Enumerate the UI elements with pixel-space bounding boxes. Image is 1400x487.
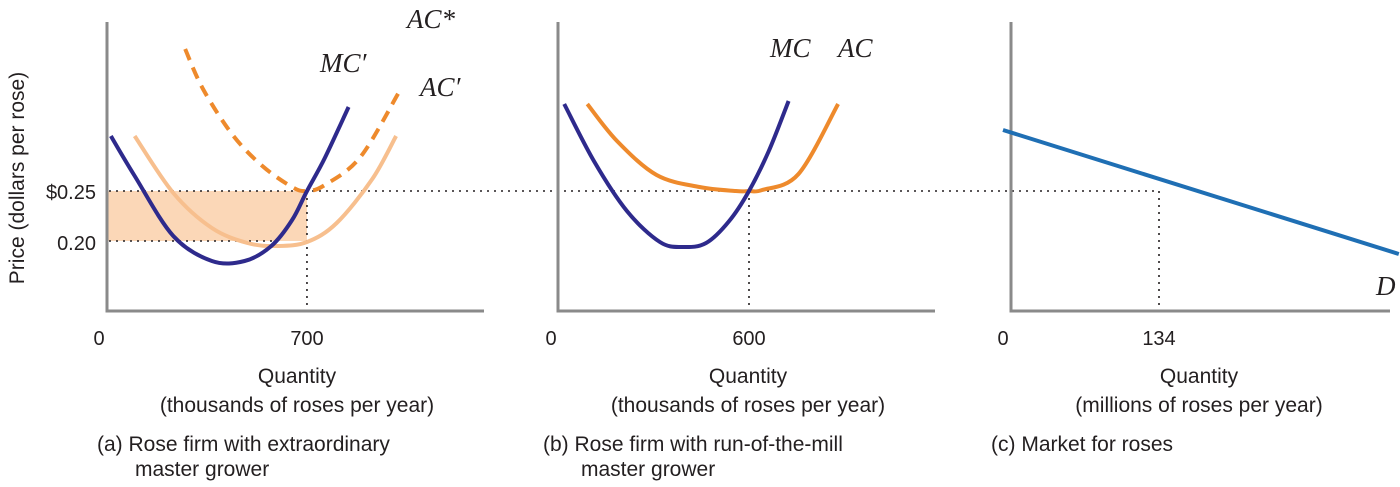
caption-a: (a) Rose firm with extraordinary master … <box>97 432 390 482</box>
caption-b: (b) Rose firm with run-of-the-mill maste… <box>543 432 843 482</box>
x-axis-subtitle-b: (thousands of roses per year) <box>611 394 885 417</box>
x-tick-label-b-600: 600 <box>732 328 765 350</box>
series-b-ac <box>585 102 840 194</box>
caption-a-line2: master grower <box>135 458 270 481</box>
curve-label-ac-star: AC* <box>405 4 456 34</box>
x-tick-label-c-0: 0 <box>997 328 1008 350</box>
x-axis-subtitle-a: (thousands of roses per year) <box>160 394 434 417</box>
x-tick-label-a-0: 0 <box>93 328 104 350</box>
caption-a-line1: (a) Rose firm with extraordinary <box>97 433 390 456</box>
x-axis-subtitle-c: (millions of roses per year) <box>1075 394 1322 417</box>
caption-b-line2: master grower <box>581 458 716 481</box>
curve-label-mc-prime: MC′ <box>319 48 368 78</box>
curve-label-ac-prime: AC′ <box>418 72 462 102</box>
x-tick-label-a-700: 700 <box>290 328 323 350</box>
caption-c-line1: (c) Market for roses <box>991 433 1174 456</box>
x-axis-title-b: Quantity <box>709 365 788 388</box>
series-a-mc-prime <box>109 106 351 266</box>
x-tick-label-c-134: 134 <box>1142 328 1175 350</box>
curves <box>109 48 1400 266</box>
caption-b-line1: (b) Rose firm with run-of-the-mill <box>543 433 843 456</box>
shaded-region <box>108 191 307 241</box>
y-tick-label-0-20: 0.20 <box>57 233 96 255</box>
axes <box>105 22 1390 313</box>
series-a-ac-prime <box>132 134 398 249</box>
curve-label-mc: MC <box>769 33 811 63</box>
y-tick-label-0-25: $0.25 <box>46 182 96 204</box>
series-b-mc <box>562 100 791 250</box>
x-axis-title-a: Quantity <box>258 365 337 388</box>
series-a-ac-star <box>183 48 401 194</box>
caption-c: (c) Market for roses <box>991 432 1173 457</box>
x-axis-title-c: Quantity <box>1160 365 1239 388</box>
series-c-d <box>1002 128 1400 256</box>
curve-label-d: D <box>1375 271 1396 301</box>
y-axis-title: Price (dollars per rose) <box>6 72 29 284</box>
x-tick-label-b-0: 0 <box>545 328 556 350</box>
curve-label-ac: AC <box>836 33 873 63</box>
